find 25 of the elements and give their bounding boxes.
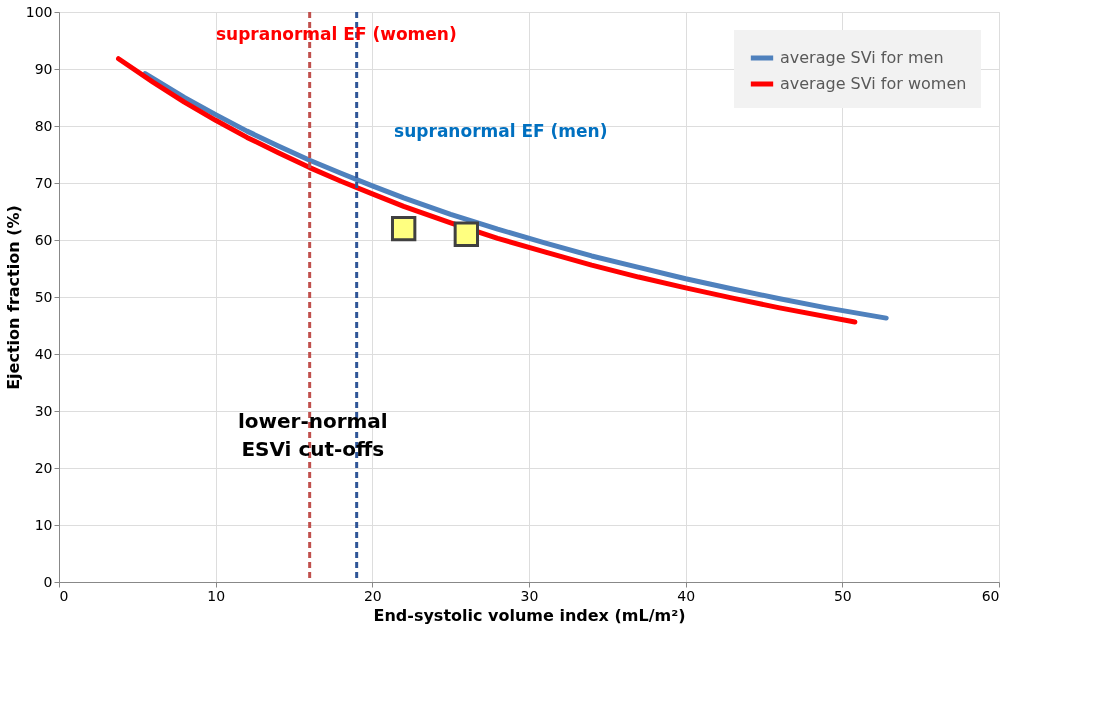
y-tick-label: 60 bbox=[34, 231, 53, 248]
x-tick-label: 10 bbox=[207, 587, 226, 604]
y-tick-label: 30 bbox=[34, 402, 53, 419]
y-tick-label: 10 bbox=[34, 516, 53, 533]
x-tick-label: 20 bbox=[363, 587, 382, 604]
y-tick-label: 80 bbox=[34, 117, 53, 134]
x-axis-title: End-systolic volume index (mL/m²) bbox=[373, 605, 686, 625]
legend-label: average SVi for women bbox=[780, 74, 967, 93]
annotation: lower-normal ESVi cut-offs bbox=[237, 409, 388, 462]
x-tick-label: 0 bbox=[59, 587, 69, 604]
x-tick-label: 40 bbox=[677, 587, 696, 604]
annotation: supranormal EF (women) bbox=[215, 23, 457, 44]
y-tick-label: 20 bbox=[34, 459, 53, 476]
y-tick-label: 40 bbox=[34, 345, 53, 362]
x-tick-label: 60 bbox=[981, 587, 1000, 604]
y-axis-title: Ejection fraction (%) bbox=[3, 205, 23, 390]
y-tick-label: 90 bbox=[34, 60, 53, 77]
x-tick-label: 30 bbox=[520, 587, 539, 604]
y-tick-label: 70 bbox=[34, 174, 53, 191]
x-tick-label: 50 bbox=[833, 587, 852, 604]
y-tick-label: 100 bbox=[25, 3, 53, 20]
y-tick-label: 50 bbox=[34, 288, 53, 305]
y-tick-label: 0 bbox=[43, 573, 53, 590]
legend-label: average SVi for men bbox=[780, 48, 944, 67]
annotation: supranormal EF (men) bbox=[394, 120, 608, 141]
